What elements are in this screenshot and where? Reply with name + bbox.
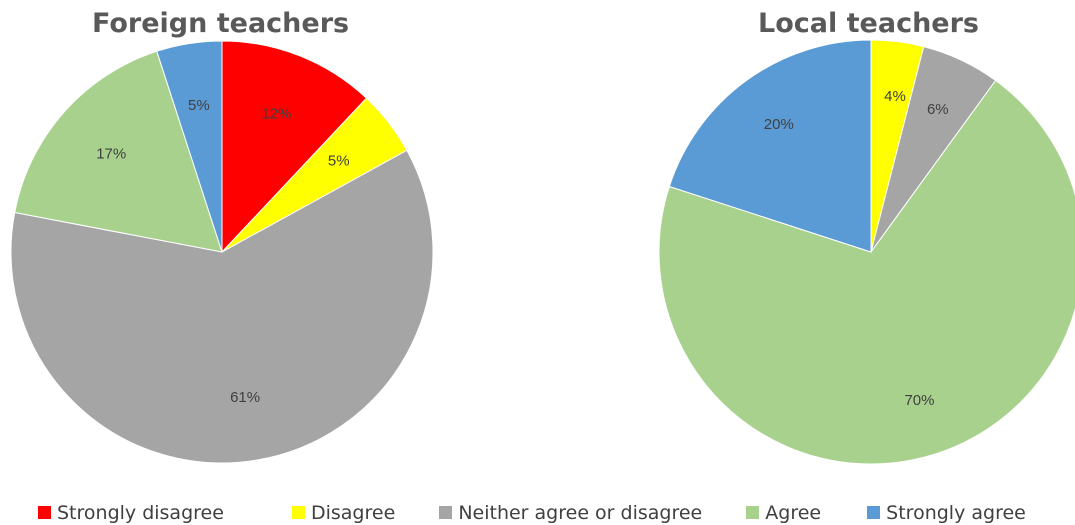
data-label-neither-agree-or-disagree: 61%: [230, 389, 260, 406]
data-label-neither-agree-or-disagree: 6%: [927, 101, 949, 118]
chart-title-foreign: Foreign teachers: [92, 8, 350, 39]
pie-slice-agree: [658, 79, 1075, 465]
pie-slice-strongly-agree: [668, 39, 872, 253]
legend-item-neither: Neither agree or disagree: [439, 502, 702, 524]
pie-charts: 12%5%61%17%5% 0%4%6%70%20%: [10, 39, 1075, 465]
pie-local-teachers: 0%4%6%70%20%: [658, 39, 1075, 465]
legend-label: Neither agree or disagree: [458, 502, 703, 524]
legend-label: Disagree: [310, 502, 396, 524]
legend-item-disagree: Disagree: [291, 502, 396, 524]
legend-label: Strongly disagree: [57, 502, 224, 524]
pie-slice-agree: [14, 50, 223, 253]
legend: Strongly disagree Disagree Neither agree…: [38, 502, 1026, 524]
pie-slice-strongly-agree: [156, 40, 223, 253]
legend-swatch: [867, 506, 881, 519]
data-label-agree: 70%: [904, 392, 934, 409]
data-label-strongly-agree: 20%: [764, 116, 794, 133]
pie-slice-strongly-disagree: [221, 40, 368, 254]
legend-label: Agree: [765, 502, 822, 524]
chart-title-local: Local teachers: [758, 8, 979, 39]
legend-swatch: [439, 506, 453, 519]
data-label-agree: 17%: [96, 145, 126, 162]
legend-item-strongly-agree: Strongly agree: [867, 502, 1026, 524]
data-label-disagree: 5%: [328, 152, 350, 169]
legend-item-strongly-disagree: Strongly disagree: [38, 502, 224, 524]
data-label-strongly-agree: 5%: [188, 97, 210, 114]
pie-foreign-teachers: 12% 5% 61% 17% 5%: [10, 40, 434, 464]
legend-label: Strongly agree: [886, 502, 1026, 524]
legend-swatch: [38, 506, 51, 519]
data-label-strongly-disagree: 12%: [261, 106, 291, 123]
legend-swatch: [291, 506, 305, 519]
legend-swatch: [746, 506, 760, 519]
legend-item-agree: Agree: [746, 502, 821, 524]
data-label-disagree: 4%: [884, 88, 906, 105]
pie-slice-neither-agree-or-disagree: [10, 149, 434, 464]
